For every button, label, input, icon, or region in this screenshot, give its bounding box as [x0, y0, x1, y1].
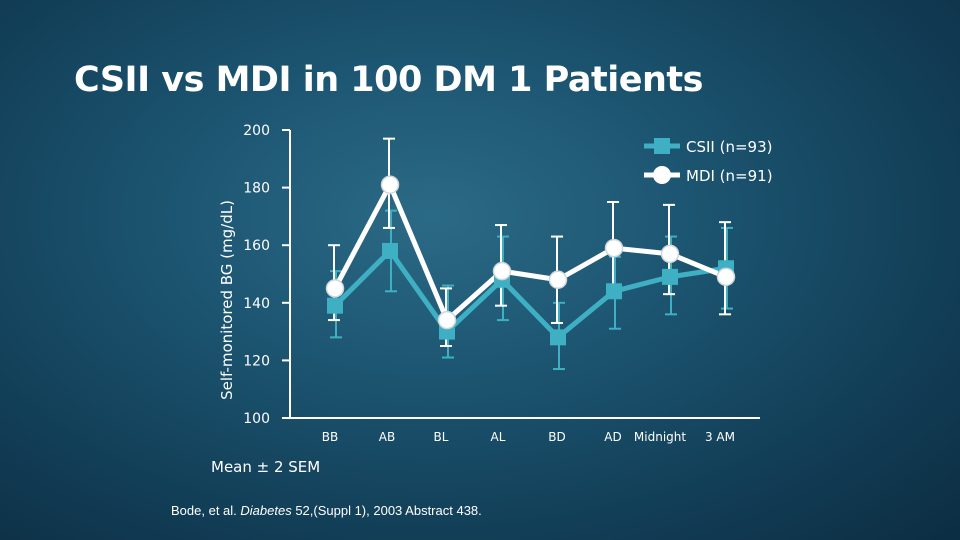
y-tick-label: 200 — [243, 123, 270, 139]
citation-prefix: Bode, et al. — [171, 503, 241, 518]
data-point — [716, 267, 736, 287]
legend-label-csii: CSII (n=93) — [686, 138, 772, 156]
x-axis-ticks: BB AB BL AL BD AD Midnight 3 AM — [322, 430, 735, 444]
x-tick-label: BL — [434, 430, 449, 444]
y-tick-label: 180 — [243, 181, 270, 197]
data-point — [327, 297, 343, 314]
x-tick-label: AL — [491, 430, 506, 444]
data-point — [662, 268, 678, 285]
data-point — [492, 261, 512, 281]
series-line — [333, 248, 727, 340]
series-layer — [325, 137, 736, 371]
markers-mdi — [325, 175, 736, 330]
legend-marker-csii — [654, 138, 670, 154]
y-tick-label: 140 — [243, 296, 270, 312]
data-point — [325, 279, 345, 298]
chart-legend: CSII (n=93) MDI (n=91) — [644, 138, 773, 185]
x-tick-label: AD — [604, 430, 621, 444]
y-tick-label: 120 — [243, 353, 270, 369]
x-tick-label: 3 AM — [705, 430, 735, 444]
y-axis-label: Self-monitored BG (mg/dL) — [218, 200, 236, 400]
y-tick-label: 100 — [243, 411, 270, 427]
citation-suffix: 52,(Suppl 1), 2003 Abstract 438. — [291, 503, 482, 518]
data-point — [382, 242, 398, 259]
x-tick-label: BD — [548, 430, 565, 444]
citation-journal: Diabetes — [240, 503, 292, 518]
x-tick-label: AB — [379, 430, 395, 444]
chart-axes — [289, 130, 760, 419]
data-point — [548, 270, 568, 290]
x-tick-label: BB — [322, 430, 338, 444]
data-point — [604, 238, 624, 258]
slide-title: CSII vs MDI in 100 DM 1 Patients — [74, 60, 703, 100]
citation: Bode, et al. Diabetes 52,(Suppl 1), 2003… — [171, 503, 482, 518]
data-point — [660, 244, 680, 264]
y-tick-label: 160 — [243, 238, 270, 254]
y-axis-ticks: 200 180 160 140 120 100 — [243, 123, 290, 427]
x-tick-label: Midnight — [634, 430, 686, 444]
legend-marker-mdi — [653, 166, 671, 184]
legend-label-mdi: MDI (n=91) — [686, 167, 773, 185]
data-point — [550, 329, 566, 346]
data-point — [606, 283, 622, 300]
series-csii — [330, 209, 733, 371]
data-point — [437, 310, 457, 330]
data-point — [380, 175, 400, 194]
statistics-note: Mean ± 2 SEM — [211, 458, 321, 476]
series-line — [332, 182, 727, 323]
